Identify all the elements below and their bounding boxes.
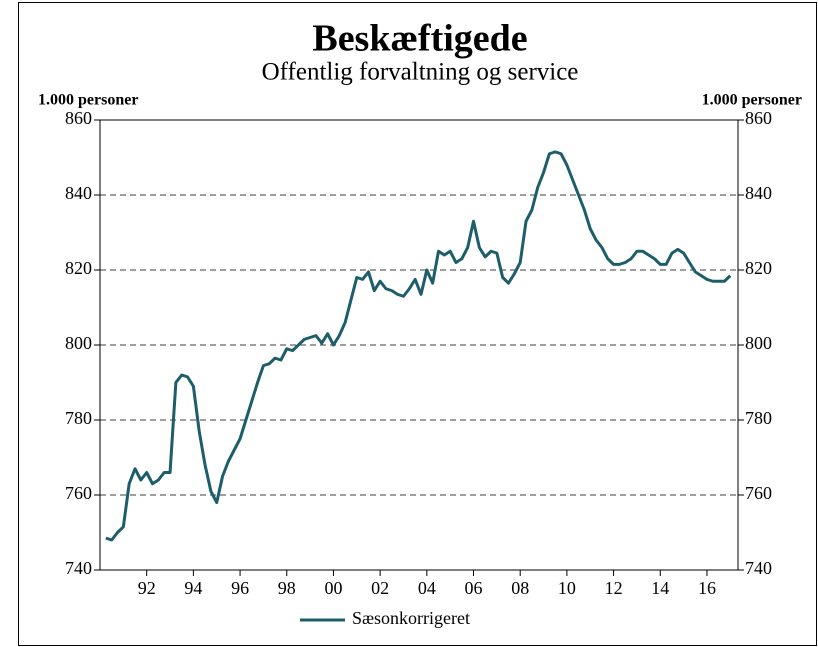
x-tick-label: 98 bbox=[278, 578, 296, 598]
x-tick-label: 02 bbox=[371, 578, 389, 598]
chart-title: Beskæftigede bbox=[312, 18, 527, 60]
y-axis-label: 1.000 personer bbox=[38, 92, 138, 109]
y-tick-label: 860 bbox=[65, 108, 92, 128]
y-tick-label: 760 bbox=[65, 483, 92, 503]
y2-tick-label: 820 bbox=[745, 258, 772, 278]
x-tick-label: 00 bbox=[324, 578, 342, 598]
x-tick-label: 12 bbox=[605, 578, 623, 598]
chart-subtitle: Offentlig forvaltning og service bbox=[262, 59, 579, 86]
y2-tick-label: 860 bbox=[745, 108, 772, 128]
x-tick-label: 94 bbox=[184, 578, 202, 598]
x-tick-label: 06 bbox=[465, 578, 483, 598]
y2-tick-label: 840 bbox=[745, 183, 772, 203]
y2-tick-label: 740 bbox=[745, 558, 772, 578]
x-tick-label: 04 bbox=[418, 578, 436, 598]
y2-tick-label: 800 bbox=[745, 333, 772, 353]
y-tick-label: 800 bbox=[65, 333, 92, 353]
y-tick-label: 780 bbox=[65, 408, 92, 428]
x-tick-label: 14 bbox=[651, 578, 669, 598]
y2-tick-label: 780 bbox=[745, 408, 772, 428]
x-tick-label: 10 bbox=[558, 578, 576, 598]
x-tick-label: 08 bbox=[511, 578, 529, 598]
x-tick-label: 96 bbox=[231, 578, 249, 598]
x-tick-label: 16 bbox=[698, 578, 716, 598]
y2-axis-label: 1.000 personer bbox=[702, 92, 802, 109]
y-tick-label: 820 bbox=[65, 258, 92, 278]
y-tick-label: 740 bbox=[65, 558, 92, 578]
frame bbox=[18, 2, 817, 646]
x-tick-label: 92 bbox=[138, 578, 156, 598]
y-tick-label: 840 bbox=[65, 183, 92, 203]
y2-tick-label: 760 bbox=[745, 483, 772, 503]
plot-frame bbox=[99, 119, 739, 571]
series-line bbox=[105, 150, 732, 542]
legend-label: Sæsonkorrigeret bbox=[352, 608, 470, 628]
